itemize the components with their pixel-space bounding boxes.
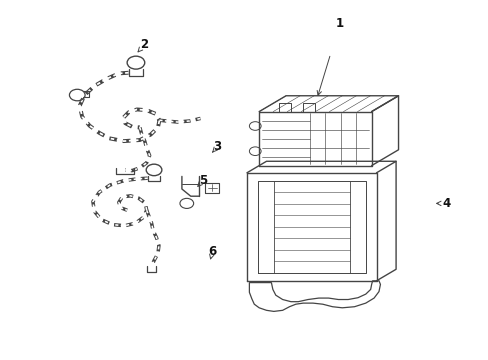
Text: 3: 3	[213, 140, 221, 153]
Text: 5: 5	[199, 174, 206, 187]
Text: 6: 6	[208, 245, 216, 258]
Text: 1: 1	[335, 17, 343, 30]
Text: 4: 4	[442, 197, 449, 210]
Text: 2: 2	[140, 39, 148, 51]
